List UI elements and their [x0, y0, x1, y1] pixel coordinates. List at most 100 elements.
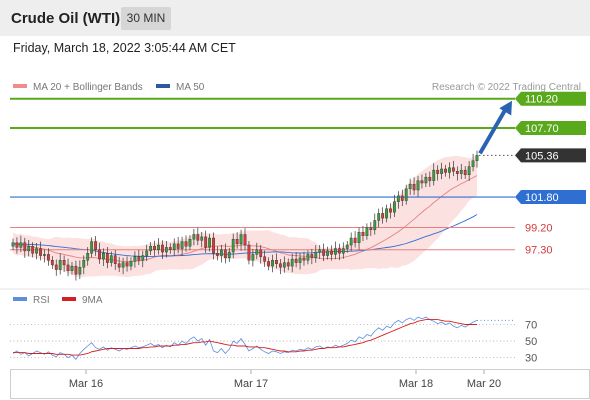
candle-body — [102, 253, 105, 260]
candle-body — [168, 247, 172, 250]
candle-body — [239, 234, 243, 245]
candle-body — [475, 155, 479, 161]
candle-body — [471, 160, 475, 167]
candle-body — [247, 244, 251, 261]
candle-body — [271, 260, 274, 267]
rsi-line — [12, 316, 478, 360]
x-tick-label-3: Mar 20 — [467, 378, 501, 390]
candle-body — [310, 254, 314, 259]
candle-body — [302, 257, 306, 261]
candle-body — [157, 244, 160, 250]
rsi-legend-label-0: RSI — [33, 295, 50, 306]
level-tag-3 — [515, 190, 586, 205]
candle-body — [66, 264, 70, 271]
candle-body — [212, 237, 215, 254]
candle-body — [440, 168, 444, 174]
candle-body — [420, 180, 424, 184]
candle-body — [318, 249, 322, 253]
candle-body — [204, 236, 208, 248]
candle-body — [381, 213, 385, 219]
candle-body — [455, 171, 459, 174]
candle-body — [161, 244, 164, 253]
candle-body — [400, 195, 404, 201]
candle-body — [408, 183, 412, 190]
candle-body — [46, 254, 50, 261]
candle-body — [361, 231, 365, 236]
candle-body — [117, 263, 121, 268]
candle-body — [322, 249, 326, 256]
level-label-1: 107.70 — [525, 123, 559, 135]
level-label-3: 101.80 — [525, 192, 559, 204]
candle-body — [192, 234, 196, 240]
candle-body — [353, 237, 357, 243]
candle-body — [149, 246, 153, 252]
candle-body — [227, 251, 231, 259]
level-tag-2 — [515, 148, 586, 163]
rsi-tick-1: 50 — [525, 336, 537, 348]
candle-body — [290, 258, 294, 267]
instrument-title: Crude Oil (WTI) — [11, 10, 121, 27]
candle-body — [467, 166, 471, 176]
rsi-tick-2: 30 — [525, 353, 537, 365]
legend-label-1: MA 50 — [176, 82, 205, 93]
candle-body — [432, 169, 436, 181]
rsi-legend-swatch-0 — [13, 297, 27, 301]
candle-body — [109, 255, 113, 263]
candle-body — [389, 208, 392, 213]
candle-body — [349, 237, 353, 246]
candle-body — [412, 183, 416, 191]
candle-body — [314, 251, 318, 259]
candle-body — [373, 220, 377, 231]
timeframe-badge[interactable]: 30 MIN — [121, 7, 171, 30]
level-tag-1 — [515, 120, 586, 135]
forecast-arrow-shaft — [478, 105, 509, 155]
rsi-tick-0: 70 — [525, 320, 537, 332]
candle-body — [220, 249, 223, 256]
candle-body — [216, 253, 219, 256]
rsi-legend-swatch-1 — [62, 297, 76, 301]
candle-body — [341, 248, 345, 254]
x-tick-label-1: Mar 17 — [234, 378, 268, 390]
candle-body — [50, 260, 54, 266]
candle-body — [35, 248, 38, 254]
candle-body — [416, 180, 420, 191]
candle-body — [43, 254, 46, 256]
candle-body — [125, 262, 129, 267]
candle-body — [428, 176, 432, 181]
candle-body — [259, 249, 263, 257]
candle-body — [196, 234, 200, 241]
level-tag-0 — [515, 91, 586, 106]
candle-body — [326, 250, 329, 256]
candle-body — [82, 260, 86, 268]
candle-body — [243, 234, 247, 246]
candles-group — [11, 150, 479, 281]
candle-body — [208, 237, 212, 248]
candle-body — [54, 264, 58, 270]
candle-body — [278, 263, 282, 268]
candle-body — [164, 247, 168, 253]
candle-body — [90, 241, 94, 254]
legend-swatch-1 — [156, 84, 170, 88]
candle-body — [11, 242, 15, 247]
legend-swatch-0 — [13, 84, 27, 88]
candle-body — [404, 188, 408, 201]
candle-body — [31, 246, 35, 254]
x-tick-label-2: Mar 18 — [399, 378, 433, 390]
candle-body — [306, 254, 310, 261]
level-label-0: 110.20 — [525, 94, 558, 106]
candle-body — [105, 253, 109, 263]
candle-body — [275, 260, 278, 264]
candle-body — [452, 167, 455, 172]
candle-body — [188, 238, 192, 247]
candle-body — [70, 265, 74, 271]
bollinger-band — [13, 155, 477, 278]
candle-body — [444, 168, 447, 173]
candle-body — [294, 258, 298, 263]
candle-body — [137, 256, 141, 261]
candle-body — [27, 246, 31, 252]
candle-body — [39, 248, 42, 256]
candle-body — [369, 227, 373, 231]
candle-body — [424, 176, 428, 184]
candle-body — [94, 241, 97, 250]
